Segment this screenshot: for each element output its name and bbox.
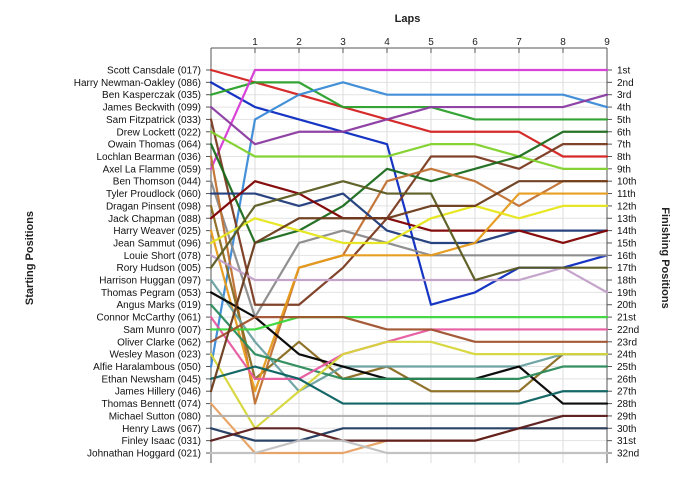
series-line-17 [209, 254, 609, 294]
finish-position-label: 13th [617, 214, 636, 225]
start-position-label: Lochlan Bearman (036) [96, 152, 201, 163]
start-position-label: Oliver Clarke (062) [117, 337, 201, 348]
start-position-label: Dragan Pinsent (098) [106, 201, 201, 212]
series-line-3 [209, 81, 609, 121]
x-tick-label: 7 [516, 37, 522, 48]
start-position-label: Louie Short (078) [124, 251, 201, 262]
finish-position-label: 20th [617, 300, 636, 311]
x-tick-label: 2 [296, 37, 302, 48]
finish-position-label: 5th [617, 115, 631, 126]
start-position-label: Scott Cansdale (017) [107, 66, 201, 77]
finish-position-label: 18th [617, 276, 636, 287]
start-position-label: Henry Laws (067) [122, 424, 201, 435]
finish-position-label: 24th [617, 350, 636, 361]
finish-position-label: 9th [617, 164, 631, 175]
finish-position-label: 16th [617, 251, 636, 262]
start-position-label: Ben Kasperczak (035) [102, 90, 201, 101]
finish-position-label: 4th [617, 103, 631, 114]
series-line-25 [209, 340, 609, 430]
finish-position-label: 12th [617, 201, 636, 212]
start-position-label: Harry Newman-Oakley (086) [74, 78, 201, 89]
series-line-24 [209, 315, 609, 343]
start-position-label: Harrison Huggan (097) [99, 276, 201, 287]
series-line-21 [209, 303, 609, 380]
finish-position-label: 6th [617, 127, 631, 138]
series-line-16 [209, 204, 609, 245]
x-tick-label: 8 [560, 37, 566, 48]
finish-position-label: 23rd [617, 337, 637, 348]
finish-position-label: 17th [617, 263, 636, 274]
series-line-4 [209, 68, 609, 170]
start-position-label: Alfie Haralambous (050) [93, 362, 201, 373]
finish-position-label: 3rd [617, 90, 631, 101]
finish-position-label: 2nd [617, 78, 634, 89]
series-line-5 [209, 81, 609, 368]
x-tick-label: 4 [384, 37, 390, 48]
finish-position-label: 31st [617, 436, 636, 447]
start-position-label: Owain Thomas (064) [108, 140, 201, 151]
start-position-label: Rory Hudson (005) [117, 263, 201, 274]
finish-position-label: 25th [617, 362, 636, 373]
start-position-label: Ethan Newsham (045) [102, 374, 202, 385]
finish-position-label: 7th [617, 140, 631, 151]
start-position-label: Thomas Pegram (053) [101, 288, 201, 299]
chart-title: Laps [394, 13, 421, 25]
start-position-label: Angus Marks (019) [117, 300, 201, 311]
series-line-18 [209, 180, 609, 282]
x-tick-label: 9 [604, 37, 610, 48]
start-position-label: James Beckwith (099) [103, 103, 201, 114]
finish-position-label: 11th [617, 189, 636, 200]
finish-position-label: 29th [617, 411, 636, 422]
start-position-label: Jack Chapman (088) [108, 214, 201, 225]
start-position-label: Drew Lockett (022) [117, 127, 201, 138]
start-position-label: Finley Isaac (031) [122, 436, 201, 447]
series-line-19 [209, 278, 609, 393]
start-position-label: James Hillery (046) [115, 387, 201, 398]
start-position-label: Michael Sutton (080) [109, 411, 201, 422]
x-tick-label: 1 [252, 37, 258, 48]
finish-position-label: 10th [617, 177, 636, 188]
start-position-label: Johnathan Hoggard (021) [87, 449, 201, 460]
finish-position-label: 30th [617, 424, 636, 435]
x-tick-label: 6 [472, 37, 478, 48]
start-position-label: Harry Weaver (025) [113, 226, 201, 237]
series-line-9 [209, 130, 609, 170]
finish-position-label: 14th [617, 226, 636, 237]
finish-position-label: 27th [617, 387, 636, 398]
start-position-label: Wesley Mason (023) [109, 350, 201, 361]
finish-position-label: 19th [617, 288, 636, 299]
series-line-26 [209, 365, 609, 405]
finish-position-label: 15th [617, 238, 636, 249]
start-position-label: Thomas Bennett (074) [102, 399, 202, 410]
series-line-32 [209, 439, 609, 455]
series-line-15 [209, 192, 609, 393]
finish-position-label: 1st [617, 66, 631, 77]
finish-position-label: 21st [617, 313, 636, 324]
x-tick-label: 5 [428, 37, 434, 48]
series-line-30 [209, 427, 609, 442]
start-position-label: Connor McCarthy (061) [97, 313, 201, 324]
x-tick-label: 3 [340, 37, 346, 48]
start-position-label: Ben Thomson (044) [113, 177, 201, 188]
series-line-23 [209, 315, 609, 331]
series-line-31 [209, 414, 609, 442]
start-position-label: Axel La Flamme (059) [103, 164, 201, 175]
series-line-27 [209, 180, 609, 393]
finish-position-label: 28th [617, 399, 636, 410]
start-position-label: Sam Munro (007) [123, 325, 201, 336]
series-line-7 [209, 93, 609, 146]
start-position-label: Tyler Proudlock (060) [106, 189, 201, 200]
finish-position-label: 32nd [617, 449, 639, 460]
finish-position-label: 22nd [617, 325, 639, 336]
series-line-8 [209, 118, 609, 306]
series-line-14 [209, 180, 609, 245]
finish-position-label: 8th [617, 152, 631, 163]
start-position-label: Sam Fitzpatrick (033) [106, 115, 201, 126]
finish-position-label: 26th [617, 374, 636, 385]
start-position-label: Jean Sammut (096) [113, 238, 201, 249]
series-line-22 [209, 315, 609, 380]
